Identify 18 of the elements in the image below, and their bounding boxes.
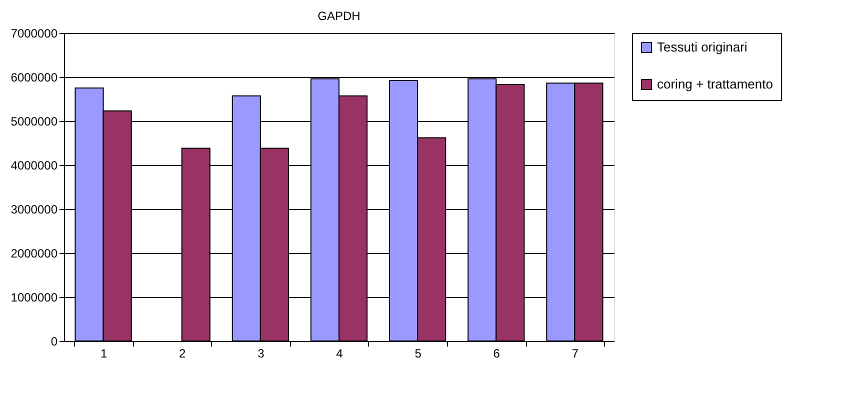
y-tick-label: 7000000: [10, 26, 58, 40]
chart-title: GAPDH: [318, 9, 360, 23]
y-tick-label: 1000000: [10, 290, 58, 304]
legend-label: coring + trattamento: [657, 76, 773, 92]
x-tick-label: 4: [336, 346, 344, 360]
y-tick-label: 4000000: [10, 158, 58, 172]
x-tick-label: 7: [572, 346, 579, 360]
y-tick-label: 5000000: [10, 114, 58, 128]
y-tick-label: 3000000: [10, 202, 58, 216]
y-tick-label: 2000000: [10, 246, 58, 260]
x-tick-label: 6: [493, 346, 500, 360]
x-tick-label: 2: [179, 346, 186, 360]
x-tick-label: 5: [414, 346, 422, 360]
y-tick-label: 0: [50, 334, 58, 348]
x-tick-label: 3: [258, 346, 265, 360]
legend-label: Tessuti originari: [657, 40, 748, 54]
y-tick-label: 6000000: [10, 70, 58, 84]
x-tick-label: 1: [100, 346, 108, 360]
